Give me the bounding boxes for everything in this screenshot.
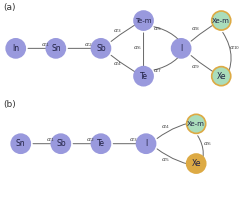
Text: Xe-m: Xe-m: [187, 121, 205, 127]
Text: $\alpha_6$: $\alpha_6$: [203, 140, 212, 148]
Text: Xe: Xe: [192, 159, 201, 168]
Ellipse shape: [91, 39, 110, 58]
Ellipse shape: [212, 11, 231, 30]
Ellipse shape: [51, 134, 70, 153]
Text: $\alpha_3$: $\alpha_3$: [129, 136, 137, 144]
Text: $\alpha_5$: $\alpha_5$: [161, 156, 169, 164]
Text: $\alpha_4$: $\alpha_4$: [113, 60, 121, 68]
Text: $\alpha_4$: $\alpha_4$: [161, 123, 169, 131]
Text: $\alpha_1$: $\alpha_1$: [46, 136, 55, 144]
Text: Sn: Sn: [51, 44, 61, 53]
Text: $\alpha_2$: $\alpha_2$: [84, 41, 92, 49]
Ellipse shape: [134, 67, 153, 86]
Text: $\alpha_{10}$: $\alpha_{10}$: [229, 44, 241, 52]
Text: $\alpha_1$: $\alpha_1$: [41, 41, 50, 49]
Ellipse shape: [137, 134, 155, 153]
Text: $\alpha_8$: $\alpha_8$: [191, 26, 199, 33]
Text: (a): (a): [3, 3, 16, 12]
Ellipse shape: [212, 67, 231, 86]
Text: Sb: Sb: [56, 139, 66, 148]
Text: $\alpha_7$: $\alpha_7$: [153, 67, 162, 75]
Text: Xe: Xe: [216, 72, 226, 81]
Text: Te: Te: [97, 139, 105, 148]
Text: I: I: [180, 44, 182, 53]
Text: $\alpha_9$: $\alpha_9$: [191, 63, 199, 71]
Text: I: I: [145, 139, 147, 148]
Text: (b): (b): [3, 100, 16, 109]
Text: $\alpha_2$: $\alpha_2$: [86, 136, 95, 144]
Ellipse shape: [91, 134, 110, 153]
Text: Xe-m: Xe-m: [212, 18, 230, 24]
Ellipse shape: [46, 39, 65, 58]
Text: $\alpha_6$: $\alpha_6$: [133, 44, 142, 52]
Ellipse shape: [187, 154, 206, 173]
Text: In: In: [12, 44, 19, 53]
Ellipse shape: [172, 39, 191, 58]
Text: $\alpha_3$: $\alpha_3$: [113, 28, 121, 35]
Text: Sn: Sn: [16, 139, 25, 148]
Text: $\alpha_5$: $\alpha_5$: [153, 26, 162, 33]
Text: Sb: Sb: [96, 44, 106, 53]
Text: Te-m: Te-m: [135, 18, 152, 24]
Ellipse shape: [6, 39, 25, 58]
Ellipse shape: [134, 11, 153, 30]
Text: Te: Te: [140, 72, 147, 81]
Ellipse shape: [11, 134, 30, 153]
Ellipse shape: [187, 114, 206, 133]
